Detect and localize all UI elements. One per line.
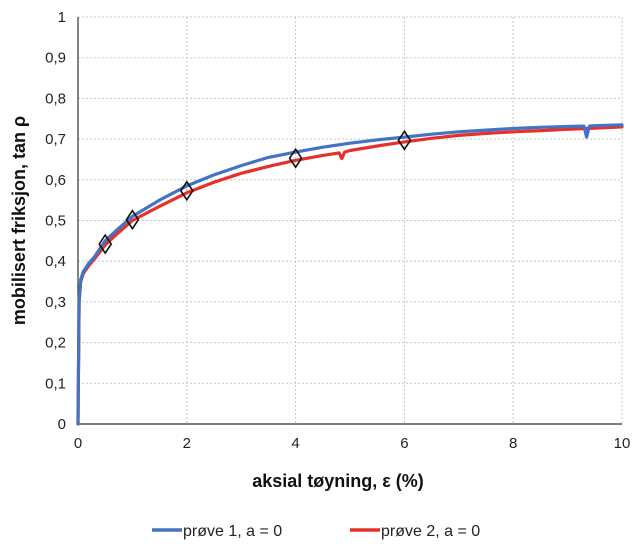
x-tick-label: 8	[509, 435, 517, 452]
x-tick-label: 6	[400, 435, 408, 452]
x-tick-label: 0	[74, 435, 82, 452]
y-tick-label: 0,8	[45, 90, 66, 107]
x-tick-label: 10	[614, 435, 631, 452]
series-line	[76, 123, 624, 426]
y-tick-label: 0	[58, 416, 66, 433]
diamond-marker	[397, 129, 412, 151]
legend-label: prøve 2, a = 0	[381, 523, 480, 540]
y-tick-label: 1	[58, 9, 66, 26]
y-tick-label: 0,1	[45, 375, 66, 392]
x-tick-label: 4	[291, 435, 299, 452]
y-tick-label: 0,4	[45, 253, 66, 270]
y-tick-label: 0,7	[45, 131, 66, 148]
y-axis-title: mobilisert friksjon, tan ρ	[9, 116, 29, 325]
diamond-marker	[125, 209, 140, 231]
legend-label: prøve 1, a = 0	[183, 523, 282, 540]
markers	[98, 129, 412, 255]
series-line	[76, 125, 624, 426]
diamond-marker	[179, 180, 194, 202]
x-tick-label: 2	[183, 435, 191, 452]
legend: prøve 1, a = 0 prøve 2, a = 0	[152, 523, 480, 540]
series-lines	[76, 123, 624, 426]
y-tick-label: 0,3	[45, 294, 66, 311]
y-tick-label: 0,9	[45, 50, 66, 67]
x-axis-title: aksial tøyning, ε (%)	[252, 471, 424, 491]
tick-labels: 0 2 4 6 8 10 0 0,1 0,2 0,3 0,4 0,5 0,6 0,7 0,8 0,9 1	[45, 9, 630, 452]
y-tick-label: 0,6	[45, 172, 66, 189]
diamond-marker	[98, 233, 113, 255]
gridlines	[78, 16, 623, 424]
diamond-marker	[288, 147, 303, 169]
y-tick-label: 0,5	[45, 213, 66, 230]
y-tick-label: 0,2	[45, 335, 66, 352]
